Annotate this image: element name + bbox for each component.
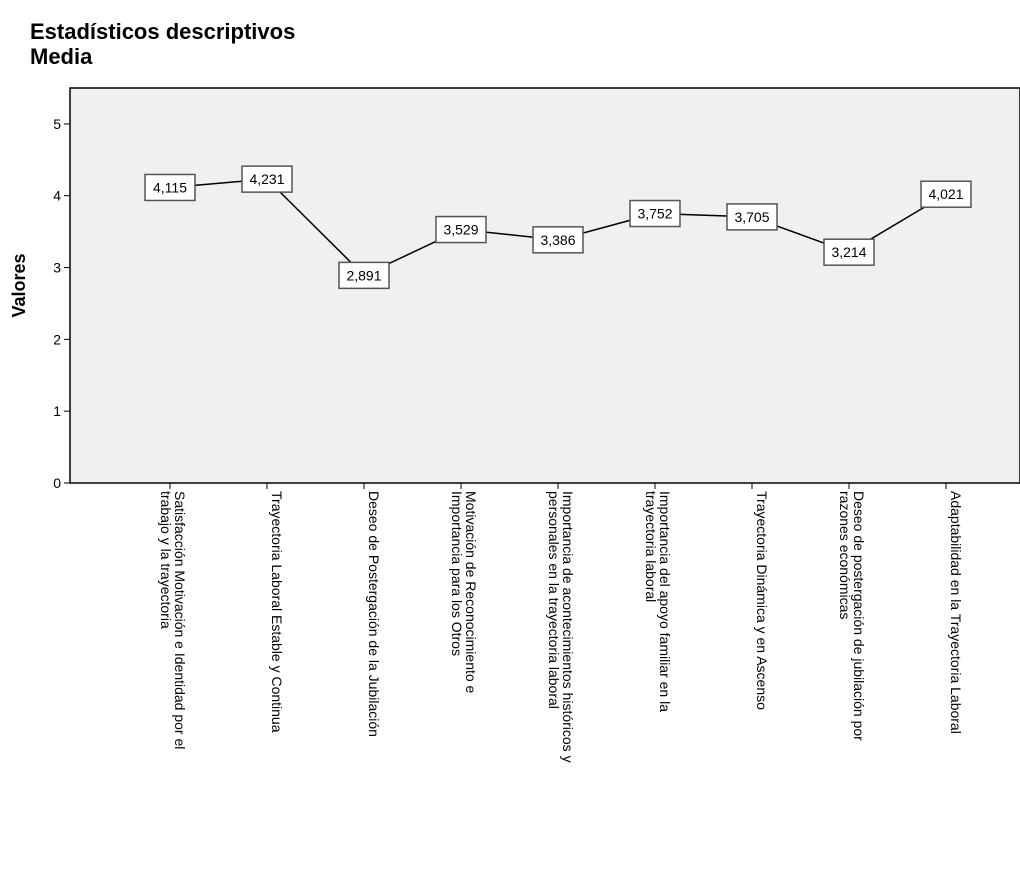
x-category-label: personales en la trayectoria laboral <box>546 491 562 709</box>
data-label: 3,386 <box>540 232 575 248</box>
y-tick-label: 5 <box>53 116 61 132</box>
x-category-label: Motivación de Reconocimiento e <box>463 491 479 694</box>
data-label: 3,752 <box>637 206 672 222</box>
data-label-box <box>435 215 487 244</box>
data-label: 2,891 <box>346 267 381 283</box>
y-axis-label: Valores <box>9 253 29 317</box>
data-label-box <box>823 238 875 266</box>
x-category-label: Importancia del apoyo familiar en la <box>657 491 673 712</box>
data-label: 3,529 <box>443 222 478 238</box>
x-category-label: Importancia de acontecimientos histórico… <box>560 491 576 763</box>
data-label: 4,231 <box>249 171 284 187</box>
plot-area <box>69 87 1020 484</box>
chart-title: Estadísticos descriptivos <box>30 19 296 44</box>
data-label: 4,115 <box>153 179 187 195</box>
x-category-label: trabajo y la trayectoria <box>158 491 174 629</box>
data-label: 4,021 <box>928 186 963 202</box>
x-category-label: Adaptabilidad en la Trayectoria Laboral <box>948 491 964 734</box>
y-tick-label: 1 <box>53 403 61 419</box>
y-tick-label: 3 <box>53 260 61 276</box>
data-label-box <box>629 199 681 228</box>
x-category-label: Satisfacción Motivación e Identidad por … <box>172 491 188 749</box>
x-category-label: Deseo de Postergación de la Jubilación <box>366 491 382 737</box>
data-label: 3,705 <box>734 209 769 225</box>
y-tick-label: 0 <box>53 475 61 491</box>
data-label-box <box>144 173 196 202</box>
data-label: 3,214 <box>831 244 866 260</box>
x-category-label: Importancia para los Otros <box>449 491 465 656</box>
x-category-label: Trayectoria Dinámica y en Ascenso <box>754 491 770 710</box>
data-label-box <box>338 261 390 290</box>
data-label-box <box>920 180 972 208</box>
x-category-label: razones económicas <box>837 491 853 619</box>
x-category-label: trayectoria laboral <box>643 491 659 602</box>
data-label-box <box>241 165 293 193</box>
y-tick-label: 2 <box>53 331 61 347</box>
data-label-box <box>532 226 584 254</box>
data-label-box <box>726 203 778 231</box>
x-category-label: Trayectoria Laboral Estable y Continua <box>269 491 285 733</box>
chart-subtitle: Media <box>30 44 93 69</box>
y-tick-label: 4 <box>53 188 61 204</box>
x-category-label: Deseo de postergación de jubilación por <box>851 491 867 741</box>
